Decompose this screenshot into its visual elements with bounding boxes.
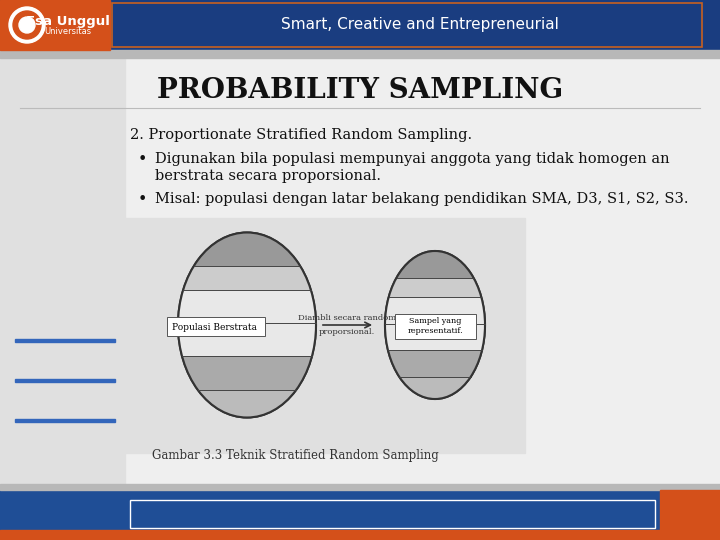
Text: Misal: populasi dengan latar belakang pendidikan SMA, D3, S1, S2, S3.: Misal: populasi dengan latar belakang pe…: [155, 192, 688, 206]
Bar: [15, 379, 115, 381]
Bar: [110, 0, 720, 50]
Text: PROBABILITY SAMPLING: PROBABILITY SAMPLING: [157, 77, 563, 104]
Bar: [385, 251, 485, 278]
FancyBboxPatch shape: [166, 316, 264, 335]
Text: Esa Unggul: Esa Unggul: [26, 16, 110, 29]
Bar: [0, 0, 720, 50]
Bar: [0, 530, 720, 540]
Text: •: •: [138, 152, 148, 167]
Text: •: •: [138, 192, 148, 207]
Bar: [0, 50, 720, 58]
Ellipse shape: [385, 251, 485, 399]
Bar: [0, 0, 110, 50]
Bar: [0, 58, 125, 484]
Bar: [385, 297, 485, 323]
Text: Gambar 3.3 Teknik Stratified Random Sampling: Gambar 3.3 Teknik Stratified Random Samp…: [152, 449, 438, 462]
Bar: [660, 490, 720, 540]
Bar: [385, 350, 485, 377]
Text: 2. Proportionate Stratified Random Sampling.: 2. Proportionate Stratified Random Sampl…: [130, 128, 472, 142]
Text: Sampel yang
representatif.: Sampel yang representatif.: [408, 318, 463, 335]
Bar: [125, 218, 525, 453]
Bar: [130, 500, 655, 528]
Bar: [385, 278, 485, 297]
Circle shape: [13, 11, 41, 39]
Bar: [112, 3, 702, 47]
FancyBboxPatch shape: [395, 314, 475, 339]
Ellipse shape: [178, 233, 316, 417]
Bar: [385, 323, 485, 350]
Bar: [178, 356, 316, 390]
Text: Diambli secara random: Diambli secara random: [298, 314, 396, 322]
Bar: [15, 419, 115, 422]
Bar: [178, 266, 316, 290]
Text: berstrata secara proporsional.: berstrata secara proporsional.: [155, 169, 381, 183]
Bar: [0, 55, 720, 490]
Bar: [0, 484, 720, 490]
Text: Smart, Creative and Entrepreneurial: Smart, Creative and Entrepreneurial: [281, 17, 559, 32]
Bar: [178, 290, 316, 323]
Bar: [15, 339, 115, 341]
Text: Digunakan bila populasi mempunyai anggota yang tidak homogen an: Digunakan bila populasi mempunyai anggot…: [155, 152, 670, 166]
Bar: [178, 323, 316, 356]
Text: Universitas: Universitas: [45, 28, 91, 37]
Bar: [178, 390, 316, 417]
Bar: [0, 490, 720, 540]
Circle shape: [9, 7, 45, 43]
Circle shape: [19, 17, 35, 33]
Text: proporsional.: proporsional.: [319, 328, 375, 336]
Text: Populasi Berstrata: Populasi Berstrata: [173, 322, 258, 332]
Bar: [385, 377, 485, 399]
Bar: [178, 233, 316, 266]
